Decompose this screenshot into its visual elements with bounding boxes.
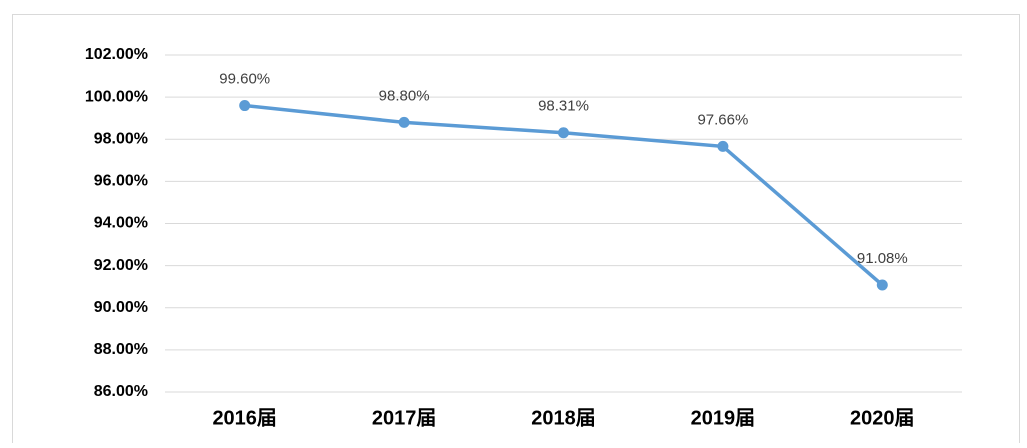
chart-frame [12,14,1020,448]
y-tick-label: 92.00% [94,257,148,274]
y-tick-label: 102.00% [85,46,148,63]
x-tick-label: 2018届 [531,407,596,429]
x-tick-label: 2020届 [850,407,915,429]
data-label: 99.60% [219,71,270,88]
marker [717,140,729,152]
x-tick-label: 2019届 [691,407,756,429]
data-label: 98.80% [379,87,430,104]
data-label: 98.31% [538,98,589,115]
marker [876,279,888,291]
marker [398,116,410,128]
y-tick-label: 98.00% [94,130,148,147]
y-tick-label: 90.00% [94,299,148,316]
y-tick-label: 86.00% [94,383,148,400]
y-tick-label: 94.00% [94,215,148,232]
data-label: 91.08% [857,250,908,267]
x-tick-label: 2016届 [212,407,277,429]
marker [239,100,251,112]
y-tick-label: 88.00% [94,341,148,358]
y-tick-label: 96.00% [94,173,148,190]
y-tick-label: 100.00% [85,88,148,105]
x-tick-label: 2017届 [372,407,437,429]
data-label: 97.66% [697,111,748,128]
marker [558,127,569,139]
